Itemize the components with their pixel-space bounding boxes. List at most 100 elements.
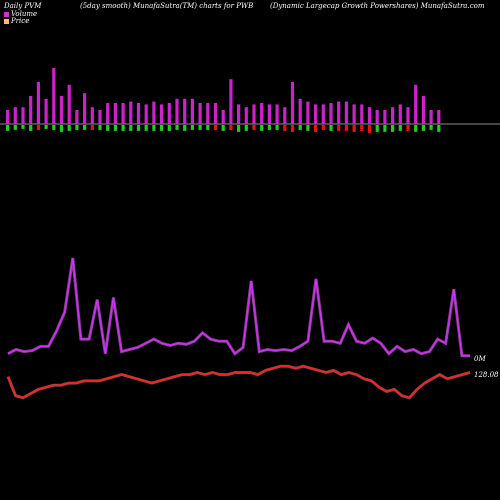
volume-bar	[229, 79, 233, 124]
volume-lower-bar	[183, 125, 187, 131]
volume-lower-bar	[244, 125, 248, 131]
volume-bar	[237, 104, 241, 124]
volume-bar	[352, 104, 356, 124]
volume-bar	[337, 101, 341, 124]
volume-lower-bar	[429, 125, 433, 130]
volume-bar	[437, 110, 441, 124]
legend-volume: Volume	[4, 10, 37, 18]
volume-bar	[321, 104, 325, 124]
volume-lower-bar	[129, 125, 133, 131]
volume-bar	[67, 84, 71, 124]
volume-lower-bar	[237, 125, 241, 132]
volume-lower-bar	[160, 125, 164, 131]
volume-bar	[152, 101, 156, 124]
volume-bar	[429, 110, 433, 124]
volume-bar	[190, 98, 194, 124]
volume-bar	[314, 104, 318, 124]
volume-lower-bar	[206, 125, 210, 130]
volume-bar	[244, 107, 248, 124]
legend-price-swatch	[4, 18, 9, 24]
volume-bar	[383, 110, 387, 124]
volume-lower-bar	[36, 125, 40, 130]
volume-lower-bar	[314, 125, 318, 132]
volume-lower-bar	[167, 125, 171, 131]
volume-bar	[221, 110, 225, 124]
volume-bar	[59, 96, 64, 124]
volume-bar	[98, 110, 102, 124]
volume-bar	[75, 110, 79, 124]
volume-bar	[136, 103, 141, 124]
volume-lower-bar	[21, 125, 25, 129]
volume-bar	[13, 107, 17, 124]
volume-bar	[375, 110, 379, 124]
volume-lower-bar	[144, 125, 148, 131]
volume-lower-bar	[290, 125, 295, 132]
volume-lower-bar	[375, 125, 379, 132]
volume-lower-bar	[267, 125, 271, 130]
volume-lower-bar	[398, 125, 402, 131]
price-right-label: 128.08	[474, 371, 499, 379]
volume-lower-bar	[106, 125, 110, 131]
volume-bar	[167, 103, 171, 124]
volume-bar	[175, 98, 179, 124]
volume-bar	[260, 103, 264, 124]
header-mid1: (5day smooth) MunafaSutra(TM) charts for…	[80, 2, 254, 10]
volume-lower-bar	[229, 125, 233, 130]
volume-lower-bar	[198, 125, 202, 130]
volume-line	[7, 257, 470, 357]
volume-lower-bar	[252, 125, 256, 130]
volume-bar	[344, 101, 348, 124]
volume-bar	[306, 101, 310, 124]
volume-lower-bar	[75, 125, 79, 130]
volume-lower-bar	[6, 125, 10, 131]
volume-bar	[414, 84, 418, 124]
volume-bar	[106, 103, 110, 124]
volume-lower-bar	[321, 125, 325, 130]
volume-lower-bar	[344, 125, 348, 131]
volume-bar	[21, 107, 25, 124]
volume-lower-bar	[67, 125, 71, 131]
volume-bar	[206, 103, 210, 124]
volume-right-label: 0M	[474, 355, 486, 363]
volume-bar	[198, 103, 202, 124]
volume-lower-bar	[98, 125, 102, 130]
volume-lower-bar	[406, 125, 410, 131]
volume-lower-bar	[52, 125, 56, 130]
volume-bar	[6, 110, 10, 124]
volume-bar	[160, 104, 164, 124]
volume-lower-bar	[121, 125, 125, 131]
volume-lower-bar	[352, 125, 356, 132]
volume-bar	[252, 104, 256, 124]
volume-lower-bar	[213, 125, 218, 130]
volume-lower-bar	[260, 125, 264, 131]
volume-bar	[113, 103, 117, 124]
volume-bar	[406, 107, 410, 124]
volume-lower-bar	[29, 125, 33, 131]
volume-lower-bar	[329, 125, 333, 131]
volume-lower-bar	[90, 125, 94, 130]
volume-lower-bar	[437, 125, 441, 132]
header-left: Daily PVM	[4, 2, 42, 10]
volume-bar	[144, 104, 148, 124]
legend-volume-swatch	[4, 11, 9, 17]
volume-bar	[44, 98, 48, 124]
volume-bar	[391, 107, 395, 124]
volume-bar	[421, 96, 425, 124]
volume-bar	[275, 104, 279, 124]
volume-lower-bar	[190, 125, 194, 130]
volume-bar	[183, 98, 187, 124]
volume-lower-bar	[298, 125, 302, 130]
volume-bar	[121, 103, 125, 124]
volume-bar	[283, 107, 287, 124]
volume-lower-bar	[383, 125, 387, 132]
volume-bar	[129, 101, 133, 124]
volume-lower-bar	[59, 125, 64, 132]
volume-lower-bar	[283, 125, 287, 131]
legend-price-label: Price	[11, 17, 30, 25]
volume-lower-bar	[136, 125, 141, 131]
volume-lower-bar	[337, 125, 341, 131]
volume-bar	[267, 104, 271, 124]
volume-lower-bar	[152, 125, 156, 131]
volume-lower-bar	[391, 125, 395, 132]
